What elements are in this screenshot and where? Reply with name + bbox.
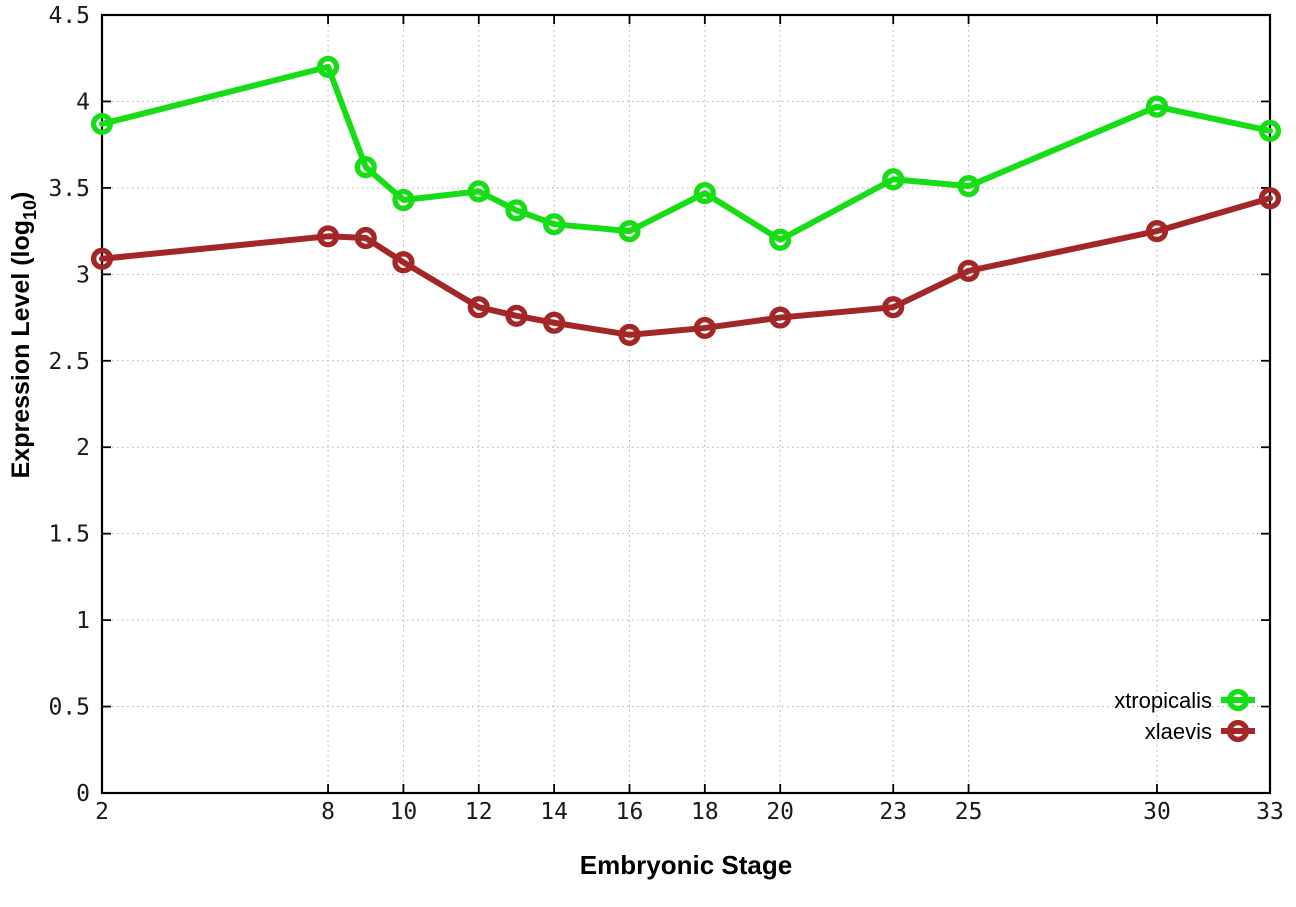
- data-point-marker-xlaevis: [693, 316, 716, 340]
- plot-border: [100, 13, 1272, 795]
- y-tick-label: 3: [76, 262, 90, 288]
- x-tick-label: 30: [1143, 799, 1171, 825]
- y-tick-label: 2: [76, 435, 90, 461]
- data-point-marker-xlaevis: [392, 251, 415, 274]
- legend-label-xtropicalis: xtropicalis: [1114, 688, 1212, 713]
- data-point-marker-xlaevis: [1145, 220, 1169, 243]
- x-tick-label: 8: [321, 799, 335, 825]
- data-point-marker-xtropicalis: [316, 55, 340, 78]
- y-tick-label: 1.5: [48, 522, 90, 548]
- data-point-marker-xtropicalis: [1145, 95, 1169, 118]
- x-tick-label: 18: [691, 799, 719, 825]
- x-tick-label: 12: [465, 799, 493, 825]
- data-point-marker-xlaevis: [354, 226, 377, 250]
- data-point-marker-xlaevis: [90, 247, 114, 270]
- data-point-marker-xlaevis: [543, 311, 566, 334]
- y-tick-label: 0.5: [48, 695, 90, 721]
- data-point-marker-xlaevis: [1258, 187, 1282, 210]
- data-point-marker-xlaevis: [618, 323, 641, 346]
- series-line-xtropicalis: [99, 63, 1273, 243]
- x-tick-label: 33: [1256, 799, 1284, 825]
- y-tick-label: 1: [76, 608, 90, 634]
- data-point-marker-xtropicalis: [769, 228, 792, 251]
- data-point-marker-xtropicalis: [957, 175, 980, 198]
- data-point-marker-xtropicalis: [392, 188, 415, 212]
- x-tick-label: 10: [390, 799, 418, 825]
- y-tick-label: 0: [76, 781, 90, 807]
- data-point-marker-xlaevis: [505, 304, 528, 327]
- data-point-marker-xtropicalis: [693, 181, 716, 205]
- data-point-marker-xtropicalis: [882, 168, 905, 191]
- legend-marker-xtropicalis: [1226, 688, 1250, 712]
- data-point-marker-xlaevis: [882, 296, 905, 319]
- x-tick-label: 16: [616, 799, 644, 825]
- x-tick-label: 25: [955, 799, 983, 825]
- x-tick-label: 14: [540, 799, 568, 825]
- y-tick-label: 2.5: [48, 349, 90, 375]
- legend-marker-xlaevis: [1226, 719, 1250, 743]
- data-point-marker-xtropicalis: [1258, 119, 1282, 142]
- data-point-marker-xtropicalis: [543, 213, 566, 236]
- x-tick-label: 23: [879, 799, 907, 825]
- x-tick-label: 2: [95, 799, 109, 825]
- data-point-marker-xlaevis: [957, 259, 980, 282]
- x-axis-title: Embryonic Stage: [580, 850, 792, 880]
- y-tick-label: 4.5: [48, 3, 90, 29]
- x-tick-label: 20: [766, 799, 794, 825]
- data-point-marker-xtropicalis: [618, 220, 641, 243]
- data-point-marker-xlaevis: [467, 296, 490, 319]
- legend-label-xlaevis: xlaevis: [1145, 719, 1212, 744]
- data-point-marker-xtropicalis: [467, 180, 490, 203]
- data-point-marker-xlaevis: [316, 225, 340, 248]
- y-tick-label: 4: [76, 89, 90, 115]
- data-point-marker-xlaevis: [769, 306, 792, 329]
- y-axis-title: Expression Level (log10): [7, 192, 40, 479]
- series-line-xlaevis: [99, 195, 1273, 338]
- data-point-marker-xtropicalis: [90, 112, 114, 136]
- data-point-marker-xtropicalis: [505, 199, 528, 222]
- data-point-marker-xtropicalis: [354, 156, 377, 179]
- y-tick-label: 3.5: [48, 176, 90, 202]
